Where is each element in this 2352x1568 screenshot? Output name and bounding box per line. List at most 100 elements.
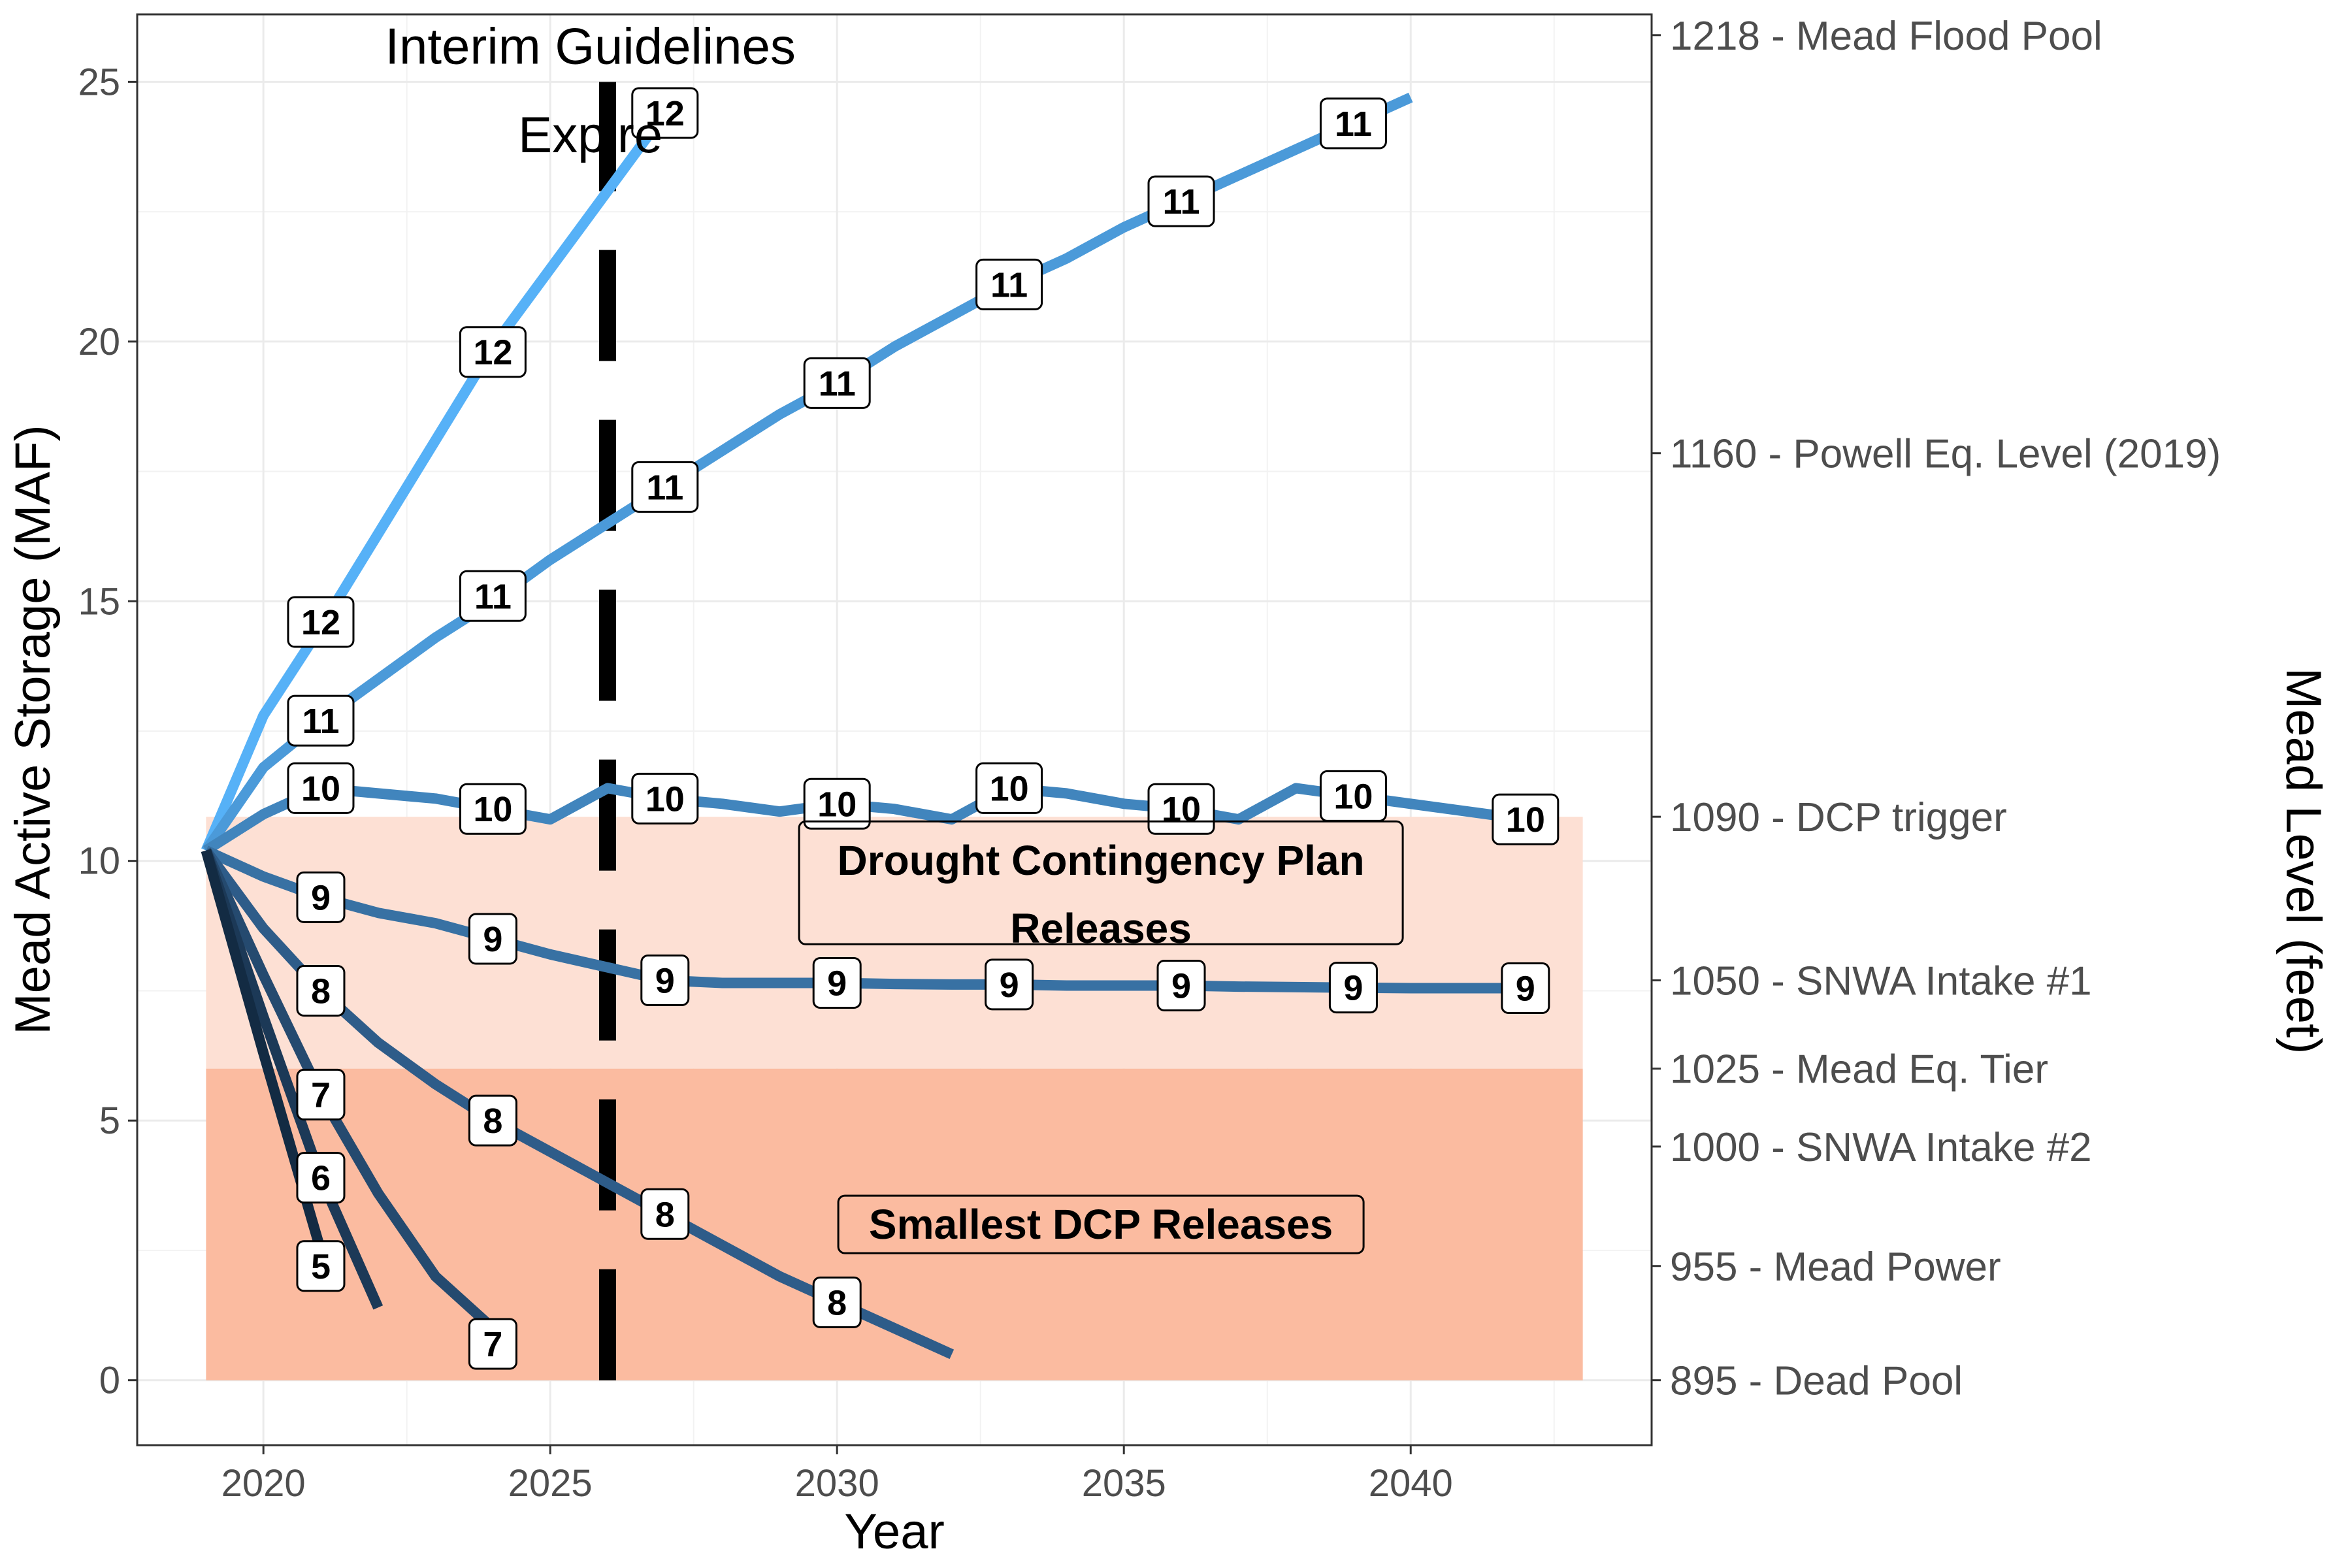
point-label-box [296,871,346,923]
point-label-box [812,957,862,1009]
point-label-11: 11 [1319,97,1387,150]
point-label-box [631,87,699,139]
point-label-10: 10 [1147,783,1215,835]
point-label-9: 9 [1501,962,1550,1014]
point-label-box [296,1240,346,1292]
point-label-text: 11 [474,577,512,616]
smallest-zone-label: Smallest DCP Releases [869,1201,1333,1248]
point-label-box [468,1094,517,1147]
point-label-text: 11 [1335,105,1372,144]
point-label-11: 11 [1147,175,1215,227]
x-tick-label: 2040 [1369,1462,1453,1505]
point-label-text: 12 [301,603,340,642]
point-label-box [296,1068,346,1120]
point-label-text: 9 [827,964,847,1004]
point-label-box [812,1276,862,1328]
point-label-text: 7 [483,1325,502,1364]
release-zones [206,817,1583,1380]
point-label-box [287,762,355,814]
zone-labels: Drought Contingency Plan Releases Smallest… [798,820,1404,1254]
point-label-box [1147,175,1215,227]
point-label-text: 8 [483,1102,502,1141]
right-axis-label: 1090 - DCP trigger [1670,795,2007,840]
series-point-labels: 12 12 12 11 11 11 11 11 11 11 10 10 10 10 10 10 10 10 9 9 9 9… [287,87,1560,1370]
point-label-text: 9 [1171,966,1191,1005]
point-label-10: 10 [803,777,871,830]
point-label-11: 11 [459,570,527,622]
y-tick-label: 0 [99,1360,120,1402]
point-label-box [459,326,527,378]
point-label-text: 6 [311,1159,331,1198]
right-axis-label: 955 - Mead Power [1670,1245,2001,1290]
point-label-text: 11 [302,702,339,741]
point-label-text: 9 [483,920,502,959]
point-label-text: 10 [1333,777,1373,816]
annotation-line-1: Interim Guidelines [385,18,796,75]
point-label-text: 11 [819,364,856,403]
point-label-9: 9 [812,957,862,1009]
point-label-text: 9 [655,962,675,1001]
point-label-5: 5 [296,1240,346,1292]
annotation-line-2: Expire [518,106,662,163]
point-label-box [1156,959,1206,1011]
point-label-box [985,958,1034,1011]
point-label-9: 9 [468,913,517,965]
point-label-text: 9 [1516,969,1535,1008]
dcp-zone-label-box [798,820,1404,945]
point-label-box [1328,962,1378,1014]
point-label-text: 8 [311,972,331,1011]
y-tick-label: 5 [99,1100,120,1142]
point-label-6: 6 [296,1152,346,1204]
point-label-box [803,777,871,830]
point-label-text: 7 [311,1075,331,1115]
point-label-8: 8 [468,1094,517,1147]
right-axis-label: 895 - Dead Pool [1670,1359,1963,1404]
right-axis-label: 1050 - SNWA Intake #1 [1670,959,2092,1004]
point-label-box [296,964,346,1017]
point-label-12: 12 [287,596,355,648]
y2-axis-title: Mead Level (feet) [2276,668,2331,1054]
series-line-7 [201,848,497,1333]
point-label-box [1492,793,1560,845]
point-label-box [803,357,871,409]
point-label-box [640,1188,690,1240]
point-label-text: 10 [990,769,1029,808]
point-label-10: 10 [287,762,355,814]
point-label-text: 9 [311,878,331,917]
y-axis-title: Mead Active Storage (MAF) [5,425,61,1034]
point-label-text: 9 [1000,966,1019,1005]
point-label-box [631,461,699,513]
point-label-box [459,570,527,622]
series-line-12 [201,110,670,853]
zone-rect-0 [206,817,1583,1069]
point-label-text: 10 [473,790,512,829]
point-label-11: 11 [631,461,699,513]
y-tick-label: 25 [78,61,120,103]
point-label-box [459,783,527,835]
point-label-9: 9 [985,958,1034,1011]
right-axis-label: 1025 - Mead Eq. Tier [1670,1047,2048,1092]
point-label-11: 11 [803,357,871,409]
point-label-text: 5 [311,1247,331,1286]
point-label-10: 10 [459,783,527,835]
smallest-zone-label-box [837,1194,1365,1254]
point-label-box [287,694,355,747]
point-label-7: 7 [468,1318,517,1370]
point-label-8: 8 [296,964,346,1017]
point-label-9: 9 [640,955,690,1007]
interim-guidelines-annotation: Interim Guidelines Expire [385,18,796,163]
point-label-box [631,772,699,825]
plot-border [136,13,1653,1446]
x-tick-label: 2025 [508,1462,593,1505]
point-label-10: 10 [631,772,699,825]
dcp-zone-label: Drought Contingency Plan Releases [838,837,1365,952]
point-label-box [975,762,1043,814]
dcp-zone-label-line-1: Drought Contingency Plan [838,837,1365,884]
point-label-box [640,955,690,1007]
point-label-10: 10 [1492,793,1560,845]
point-label-text: 12 [473,333,512,372]
point-label-12: 12 [631,87,699,139]
point-label-box [1501,962,1550,1014]
